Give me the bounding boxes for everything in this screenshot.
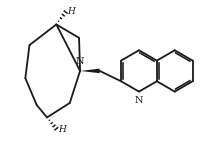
Text: H: H	[58, 125, 66, 134]
Text: H: H	[67, 7, 75, 16]
Text: N: N	[76, 57, 84, 66]
Polygon shape	[80, 69, 100, 73]
Text: N: N	[135, 96, 143, 105]
